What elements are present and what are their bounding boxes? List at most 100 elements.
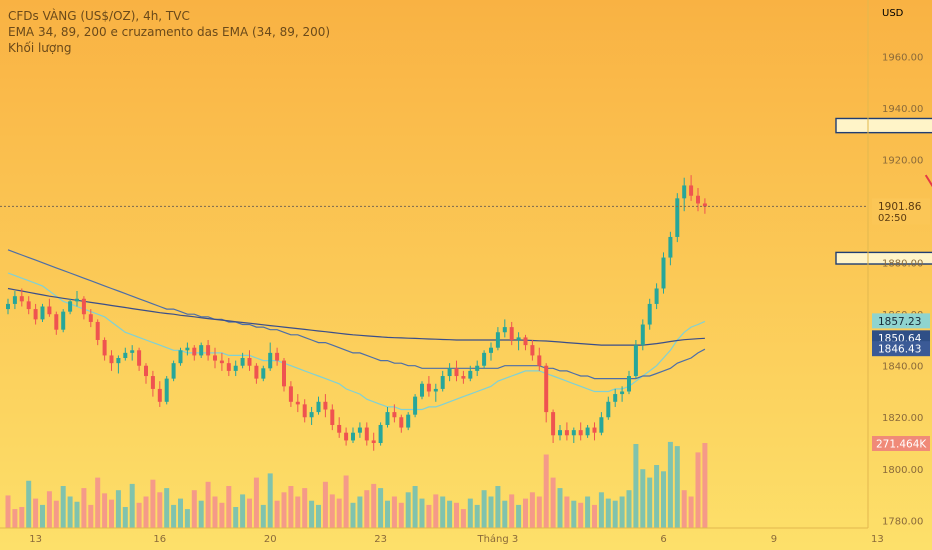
volume-bar — [226, 486, 232, 528]
time-tick-label: 20 — [264, 534, 277, 545]
candle — [95, 319, 100, 346]
volume-bar — [302, 488, 308, 528]
candle — [130, 345, 135, 361]
volume-bar — [371, 483, 377, 528]
volume-bar — [605, 498, 611, 528]
volume-bar — [633, 444, 639, 528]
candle — [81, 296, 86, 320]
volume-bar — [19, 507, 25, 528]
price-tick-label: 1880.00 — [882, 259, 923, 270]
volume-bar — [88, 504, 94, 528]
price-zone[interactable] — [835, 251, 932, 265]
candle — [54, 311, 59, 335]
volume-bar — [385, 500, 390, 528]
volume-bar — [426, 504, 432, 528]
candle — [282, 358, 286, 392]
volume-bar — [529, 492, 535, 528]
candle — [468, 365, 473, 382]
candle — [475, 360, 480, 377]
volume-bar — [350, 502, 356, 528]
volume-bar — [143, 496, 149, 528]
candle — [323, 394, 328, 418]
currency-label: USD — [882, 8, 904, 19]
candle — [440, 370, 445, 392]
time-tick-label: 13 — [871, 534, 884, 545]
candle — [654, 283, 659, 310]
volume-bar — [640, 469, 646, 528]
volume-bar — [592, 504, 597, 528]
volume-bar — [67, 496, 73, 528]
volume-bar — [647, 477, 653, 528]
candle — [6, 298, 10, 315]
legend-ema[interactable]: EMA 34, 89, 200 e cruzamento das EMA (34… — [8, 25, 331, 39]
volume-bar — [612, 500, 618, 528]
candle — [599, 412, 604, 436]
volume-bar — [674, 446, 680, 528]
volume-bar — [474, 504, 480, 528]
candle — [564, 422, 569, 441]
volume-bar — [619, 496, 625, 528]
candle — [495, 327, 500, 351]
volume-bar — [115, 490, 121, 528]
candle — [530, 339, 535, 361]
candle — [61, 309, 66, 333]
price-zones[interactable] — [835, 117, 932, 265]
volume-bars — [5, 441, 708, 528]
volume-bar — [247, 498, 252, 528]
candle — [116, 355, 121, 374]
volume-bar — [150, 479, 156, 528]
candle — [316, 396, 321, 415]
volume-bar — [322, 481, 328, 528]
volume-bar — [543, 454, 549, 528]
volume-bar — [454, 502, 459, 528]
volume-bar — [171, 504, 177, 528]
candle — [261, 365, 266, 382]
volume-bar — [488, 496, 494, 528]
volume-bar — [467, 498, 473, 528]
volume-bar — [281, 492, 287, 528]
candle — [399, 414, 404, 433]
candle — [344, 427, 349, 446]
time-tick-label: Tháng 3 — [476, 533, 518, 545]
price-axis[interactable]: USD 1960.001940.001920.001880.001860.001… — [867, 0, 930, 528]
volume-bar — [240, 494, 246, 528]
candle — [537, 347, 542, 371]
volume-bar — [109, 499, 114, 528]
volume-bar — [364, 490, 370, 528]
candle — [551, 409, 556, 444]
volume-badge-bg — [872, 436, 930, 451]
candle — [364, 422, 369, 446]
volume-bar — [95, 477, 101, 528]
candle — [213, 347, 217, 369]
volume-bar — [26, 480, 32, 528]
candle — [592, 422, 597, 441]
candle — [620, 386, 625, 402]
time-tick-label: 13 — [29, 534, 42, 545]
time-tick-label: 16 — [153, 534, 166, 545]
time-tick-label: 6 — [660, 534, 666, 545]
candle — [109, 350, 114, 371]
ema-34-line — [7, 272, 706, 411]
volume-bar — [654, 465, 660, 528]
volume-bar — [129, 483, 135, 528]
price-tick-label: 1920.00 — [882, 156, 923, 167]
volume-bar — [661, 471, 666, 528]
volume-bar — [688, 496, 694, 528]
volume-bar — [198, 500, 204, 528]
candle — [433, 383, 438, 402]
volume-bar — [12, 509, 18, 528]
ema-89-badge: 1846.43 — [878, 344, 921, 356]
candle — [606, 396, 611, 420]
ema-200-line — [7, 287, 705, 346]
candle — [613, 388, 618, 407]
candle — [254, 363, 259, 384]
price-zone[interactable] — [835, 117, 932, 134]
candle — [426, 376, 431, 397]
ema-lines — [7, 249, 706, 411]
legend-symbol[interactable]: CFDs VÀNG (US$/OZ), 4h, TVC — [8, 9, 190, 23]
legend-volume[interactable]: Khối lượng — [8, 41, 72, 55]
volume-bar — [219, 502, 225, 528]
